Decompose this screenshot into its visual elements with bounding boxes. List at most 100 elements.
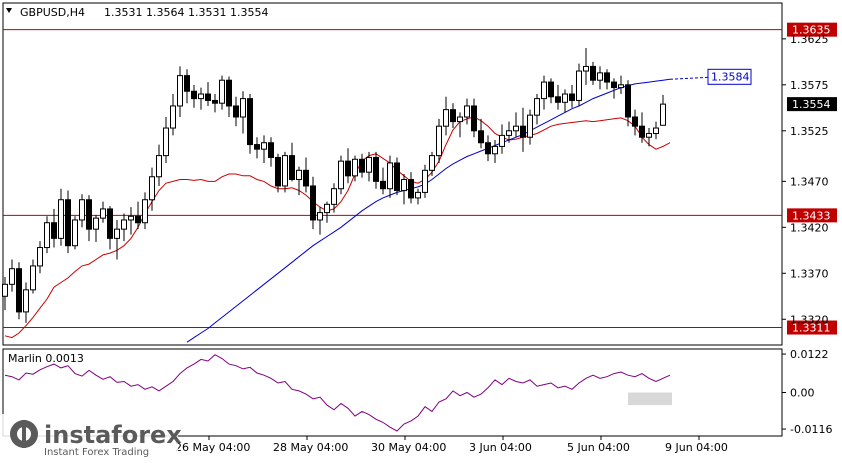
candle-body: [632, 116, 638, 127]
candle-body: [233, 105, 239, 118]
candle-body: [366, 156, 372, 173]
candle-body: [527, 114, 533, 138]
candle-body: [429, 155, 435, 171]
candle: [310, 176, 316, 230]
candle: [506, 121, 512, 143]
candle-body: [163, 127, 169, 157]
candle-body: [639, 125, 645, 138]
candle: [422, 164, 428, 198]
candle: [198, 87, 204, 110]
candle-body: [485, 142, 491, 155]
candle: [464, 98, 470, 125]
candle-body: [660, 103, 666, 126]
main-pane: [2, 2, 783, 346]
candle: [2, 276, 8, 311]
candle: [394, 157, 400, 196]
candle-body: [135, 215, 141, 224]
watermark-tagline: Instant Forex Trading: [44, 447, 149, 458]
candle-body: [191, 90, 197, 100]
candle: [471, 98, 477, 138]
candle: [107, 206, 113, 250]
candle-body: [296, 169, 302, 181]
candle-body: [170, 105, 176, 129]
candle-body: [275, 156, 281, 187]
candle-body: [58, 199, 64, 239]
candle-body: [380, 180, 386, 190]
watermark-brand: instaforex: [44, 421, 182, 449]
time-tick-label: 30 May 04:00: [371, 441, 446, 454]
candle-body: [569, 93, 575, 101]
candle-body: [261, 142, 267, 150]
candle: [289, 142, 295, 182]
time-tick-label: 28 May 04:00: [273, 441, 348, 454]
candle: [401, 174, 407, 205]
candle-body: [478, 130, 484, 144]
time-tick-label: 9 Jun 04:00: [665, 441, 728, 454]
candle-body: [324, 203, 330, 214]
candle: [450, 103, 456, 129]
candle: [576, 63, 582, 106]
candle: [632, 109, 638, 136]
candle: [135, 201, 141, 230]
candle: [499, 124, 505, 154]
candle-body: [653, 127, 659, 135]
candle-body: [142, 199, 148, 224]
oscillator-label: Marlin 0.0013: [8, 352, 84, 365]
level-price-label: 1.3635: [792, 24, 831, 37]
candle: [121, 213, 127, 242]
candle: [597, 66, 603, 90]
candle-body: [611, 81, 617, 89]
candle: [177, 66, 183, 117]
candle: [9, 259, 15, 292]
candle-body: [184, 75, 190, 92]
candle: [646, 128, 652, 147]
candle-body: [471, 105, 477, 132]
candle-body: [352, 158, 358, 177]
candle: [415, 188, 421, 205]
candle: [296, 166, 302, 196]
candle: [352, 155, 358, 182]
candle: [513, 112, 519, 138]
candle-body: [310, 185, 316, 221]
candle-body: [86, 199, 92, 230]
candle: [275, 153, 281, 193]
level-price-box: [787, 22, 837, 37]
price-tick-label: 1.3575: [790, 79, 829, 92]
level-lines: 1.3635 1.3433 1.3311: [3, 22, 837, 335]
candle-body: [625, 84, 631, 118]
candle: [387, 155, 393, 198]
oscillator-highlight: [628, 392, 672, 406]
candle-body: [121, 219, 127, 230]
candle-body: [226, 79, 232, 107]
candle: [653, 121, 659, 140]
candle-body: [72, 219, 78, 247]
candle-body: [317, 212, 323, 221]
candle-body: [177, 75, 183, 107]
oscillator-tick-label: 0.0122: [790, 348, 829, 361]
candle-body: [457, 116, 463, 123]
current-price-box: [787, 97, 837, 112]
slow-ma-value-box: [707, 68, 752, 85]
collapse-arrow-icon[interactable]: [6, 8, 12, 13]
candle: [79, 194, 85, 228]
candle: [380, 167, 386, 195]
level-price-label: 1.3311: [792, 322, 831, 335]
candle: [72, 216, 78, 250]
candle: [219, 75, 225, 110]
candle: [443, 96, 449, 136]
candle: [37, 241, 43, 274]
candle-body: [2, 283, 8, 297]
candle: [247, 94, 253, 154]
candle: [170, 94, 176, 136]
candle-body: [240, 98, 246, 118]
level-price-label: 1.3433: [792, 209, 831, 222]
candle: [149, 167, 155, 211]
instaforex-logo-icon: [10, 420, 38, 448]
candle-body: [282, 155, 288, 187]
candle-body: [646, 133, 652, 138]
candle: [345, 148, 351, 184]
fast-moving-average-line: [4, 116, 671, 339]
candle: [65, 190, 71, 254]
candle-body: [597, 72, 603, 81]
candle: [303, 157, 309, 193]
